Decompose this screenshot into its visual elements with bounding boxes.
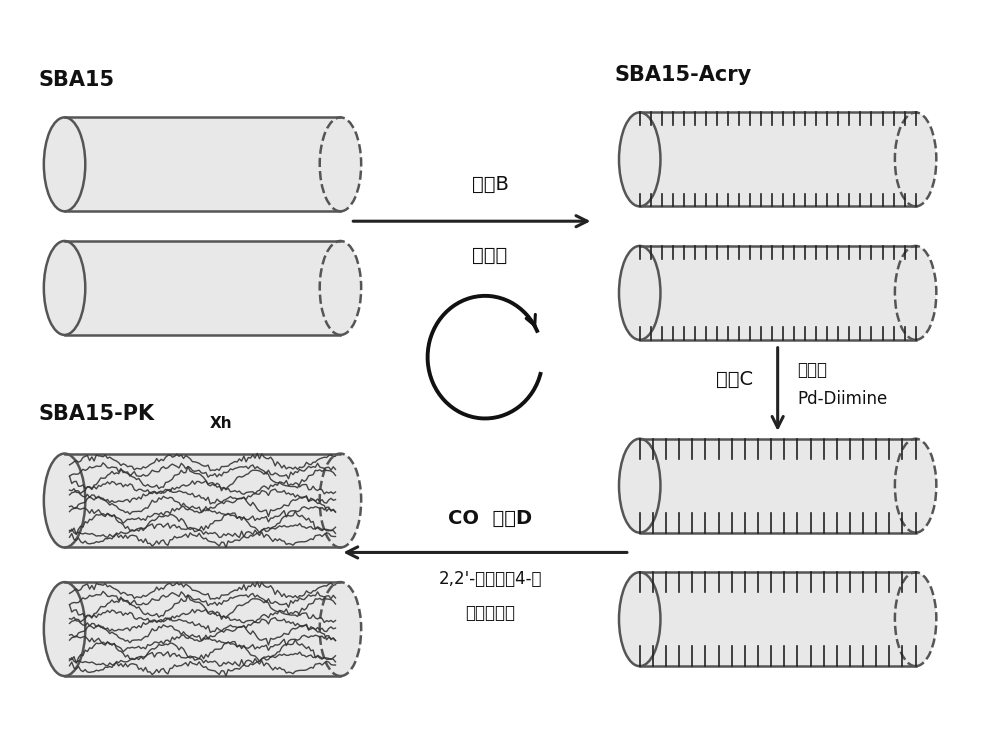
Ellipse shape bbox=[320, 117, 361, 211]
Text: 丁基苯乙烯: 丁基苯乙烯 bbox=[465, 604, 515, 622]
Text: Pd-Diimine: Pd-Diimine bbox=[798, 390, 888, 408]
Ellipse shape bbox=[320, 582, 361, 676]
Ellipse shape bbox=[44, 117, 85, 211]
Text: SBA15-PK: SBA15-PK bbox=[39, 404, 155, 424]
Ellipse shape bbox=[320, 241, 361, 335]
Ellipse shape bbox=[895, 572, 936, 666]
Text: 溶剂B: 溶剂B bbox=[472, 174, 509, 194]
Text: SBA15: SBA15 bbox=[39, 70, 115, 90]
Ellipse shape bbox=[320, 453, 361, 548]
Ellipse shape bbox=[619, 246, 660, 340]
Ellipse shape bbox=[895, 113, 936, 206]
Ellipse shape bbox=[895, 246, 936, 340]
Bar bbox=[65, 453, 340, 548]
Ellipse shape bbox=[44, 582, 85, 676]
Ellipse shape bbox=[44, 453, 85, 548]
Text: SBA15-Acry: SBA15-Acry bbox=[614, 65, 751, 85]
Ellipse shape bbox=[44, 241, 85, 335]
Text: CO  溶剂D: CO 溶剂D bbox=[448, 509, 532, 528]
Bar bbox=[640, 439, 916, 533]
Ellipse shape bbox=[619, 572, 660, 666]
Text: 溶剂C: 溶剂C bbox=[716, 370, 753, 389]
Text: 2,2'-联吡啶、4-叔: 2,2'-联吡啶、4-叔 bbox=[438, 571, 542, 588]
Text: 偶联剂: 偶联剂 bbox=[472, 246, 508, 265]
Text: Xh: Xh bbox=[209, 416, 232, 431]
Bar bbox=[65, 241, 340, 335]
Ellipse shape bbox=[895, 439, 936, 533]
Bar bbox=[65, 582, 340, 676]
Bar bbox=[65, 117, 340, 211]
Text: 催化剂: 催化剂 bbox=[798, 361, 828, 378]
Bar bbox=[640, 572, 916, 666]
Bar bbox=[640, 113, 916, 206]
Bar bbox=[640, 246, 916, 340]
Ellipse shape bbox=[619, 113, 660, 206]
Ellipse shape bbox=[619, 439, 660, 533]
